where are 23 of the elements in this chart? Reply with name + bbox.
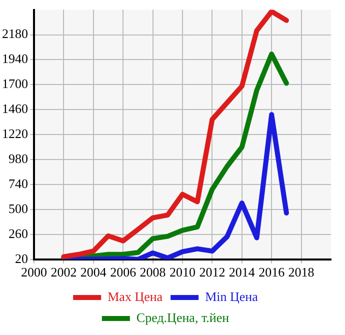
legend-label: Min Цена [205,288,258,304]
y-tick-label: 980 [8,150,28,166]
y-tick-label: 1940 [2,51,28,66]
x-tick-label: 2012 [199,264,226,280]
y-tick-label: 2180 [2,26,28,42]
y-tick-label: 740 [8,176,28,191]
legend-label: Max Цена [108,288,163,304]
legend-label: Сред.Цена, т.йен [136,310,230,325]
y-tick-label: 260 [8,226,28,241]
y-tick-label: 20 [15,250,28,266]
x-tick-label: 2016 [258,264,286,280]
x-tick-label: 2006 [110,264,137,280]
x-tick-label: 2000 [21,264,47,280]
y-tick-label: 500 [8,200,28,216]
y-tick-label: 1700 [2,76,28,92]
x-tick-label: 2002 [50,264,77,280]
x-tick-label: 2004 [80,264,107,280]
x-tick-label: 2010 [170,264,196,280]
x-tick-label: 2014 [228,264,256,280]
x-tick-label: 2018 [288,264,314,280]
x-tick-label: 2008 [140,264,166,280]
y-tick-label: 1460 [2,101,28,116]
y-tick-label: 1220 [2,126,28,142]
